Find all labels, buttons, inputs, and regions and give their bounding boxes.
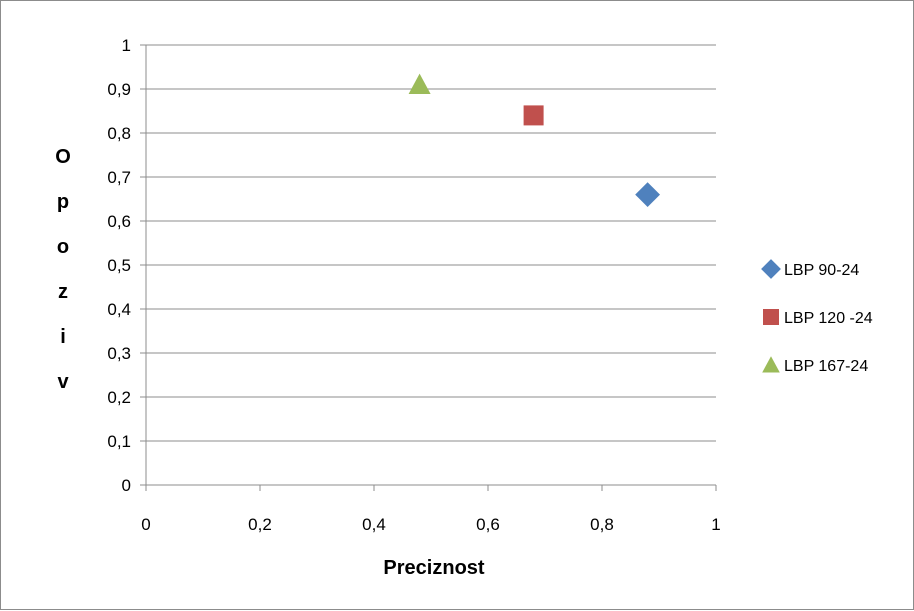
y-tick-label: 0,7 bbox=[107, 168, 131, 187]
grid-lines bbox=[146, 44, 716, 442]
axes bbox=[140, 44, 717, 491]
data-points bbox=[408, 73, 660, 207]
y-tick-label: 0,6 bbox=[107, 212, 131, 231]
y-tick-label: 0,4 bbox=[107, 300, 131, 319]
y-tick-label: 0,8 bbox=[107, 124, 131, 143]
y-tick-label: 1 bbox=[122, 36, 131, 55]
x-tick-label: 1 bbox=[711, 515, 720, 534]
y-tick-label: 0,3 bbox=[107, 344, 131, 363]
x-tick-label: 0,6 bbox=[476, 515, 500, 534]
y-axis-title-letter: i bbox=[60, 326, 66, 348]
x-axis-title: Preciznost bbox=[383, 557, 484, 579]
y-tick-label: 0,2 bbox=[107, 388, 131, 407]
legend-marker-diamond bbox=[761, 259, 781, 279]
y-tick-label: 0 bbox=[122, 476, 131, 495]
y-axis-title-letter: O bbox=[55, 146, 71, 168]
data-point-square bbox=[523, 105, 544, 126]
legend-label: LBP 167-24 bbox=[784, 358, 868, 375]
data-point-diamond bbox=[635, 182, 660, 207]
x-tick-label: 0,8 bbox=[590, 515, 614, 534]
x-tick-label: 0,4 bbox=[362, 515, 386, 534]
y-tick-label: 0,5 bbox=[107, 256, 131, 275]
legend-label: LBP 90-24 bbox=[784, 262, 859, 279]
x-tick-label: 0,2 bbox=[248, 515, 272, 534]
y-axis-title-letter: o bbox=[57, 236, 69, 258]
x-tick-label: 0 bbox=[141, 515, 150, 534]
legend-label: LBP 120 -24 bbox=[784, 310, 873, 327]
y-axis-title-letter: p bbox=[57, 191, 69, 213]
legend: LBP 90-24 LBP 120 -24 LBP 167-24 bbox=[761, 259, 873, 375]
y-axis-title-letter: v bbox=[57, 371, 69, 393]
y-tick-label: 0,9 bbox=[107, 80, 131, 99]
y-axis-title: Op o z i v bbox=[55, 146, 71, 393]
y-tick-label: 0,1 bbox=[107, 432, 131, 451]
legend-marker-triangle bbox=[762, 356, 780, 373]
tick-labels: 0 0,1 0,2 0,3 0,4 0,5 0,6 0,7 0,8 0,9 1 0 0,2 0,4 0,6 0… bbox=[107, 36, 720, 534]
y-axis-title-letter: z bbox=[58, 281, 68, 303]
legend-marker-square bbox=[763, 309, 779, 325]
data-point-triangle bbox=[408, 73, 431, 94]
